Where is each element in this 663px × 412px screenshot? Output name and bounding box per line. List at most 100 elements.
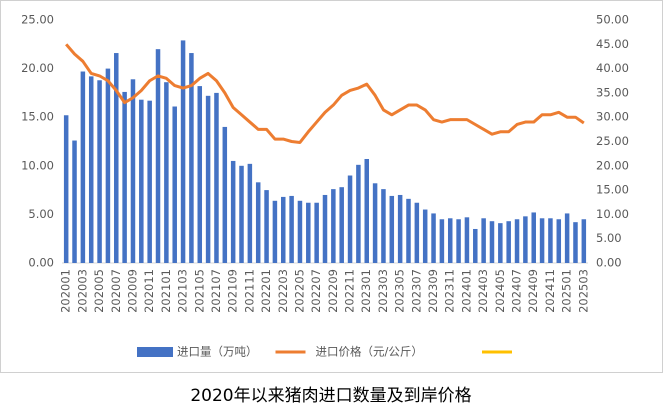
x-tick-label: 202201 — [259, 269, 273, 313]
x-tick-label: 202503 — [576, 269, 590, 313]
bar — [139, 99, 144, 263]
bar — [255, 182, 261, 263]
bar — [88, 76, 94, 263]
bar — [531, 212, 536, 263]
x-tick-label: 202305 — [393, 269, 407, 313]
bar — [548, 218, 553, 263]
y-tick-label: 20.00 — [21, 61, 54, 75]
legend-label: 进口价格（元/公斤） — [316, 345, 423, 359]
bar — [314, 202, 319, 263]
bar — [414, 202, 420, 263]
y2-tick-label: 45.00 — [596, 37, 629, 51]
bar — [322, 194, 328, 263]
bar — [339, 187, 344, 263]
bar — [431, 213, 436, 263]
bar — [239, 165, 244, 263]
x-tick-label: 202103 — [176, 269, 190, 313]
bar — [230, 160, 236, 263]
bar — [214, 92, 219, 264]
bar — [155, 49, 161, 263]
bar — [272, 200, 278, 263]
bar — [372, 183, 378, 263]
x-tick-label: 202411 — [543, 269, 557, 313]
y-tick-label: 5.00 — [28, 207, 54, 221]
x-tick-label: 202009 — [125, 269, 139, 313]
bar — [289, 195, 294, 263]
bar — [573, 222, 578, 263]
y2-tick-label: 30.00 — [596, 110, 629, 124]
bar — [306, 202, 311, 263]
bar — [122, 91, 127, 263]
bar — [247, 163, 253, 263]
bar — [347, 175, 353, 263]
x-tick-label: 202203 — [276, 269, 290, 313]
bar — [189, 53, 194, 263]
x-tick-label: 202409 — [526, 269, 540, 313]
bar — [447, 218, 453, 263]
bar — [356, 164, 361, 263]
x-tick-label: 202101 — [159, 269, 173, 313]
y2-tick-label: 5.00 — [596, 231, 622, 245]
x-tick-label: 202005 — [92, 269, 106, 313]
x-tick-label: 202403 — [476, 269, 490, 313]
bar — [539, 218, 545, 263]
bar — [364, 158, 370, 263]
y2-tick-label: 40.00 — [596, 61, 629, 75]
bar — [280, 196, 286, 263]
x-tick-label: 202501 — [560, 269, 574, 313]
bar — [464, 217, 470, 263]
x-tick-label: 202309 — [426, 269, 440, 313]
x-tick-label: 202303 — [376, 269, 390, 313]
y2-tick-label: 25.00 — [596, 134, 629, 148]
x-tick-label: 202207 — [309, 269, 323, 313]
x-tick-label: 202205 — [292, 269, 306, 313]
x-tick-label: 202209 — [326, 269, 340, 313]
bar — [63, 115, 69, 263]
y2-tick-label: 20.00 — [596, 158, 629, 172]
bar — [422, 209, 428, 263]
x-tick-label: 202405 — [493, 269, 507, 313]
chart-title: 2020年以来猪肉进口数量及到岸价格 — [190, 386, 471, 406]
bar — [514, 219, 520, 263]
bar — [381, 189, 386, 263]
bar — [205, 95, 211, 263]
bar — [172, 106, 177, 264]
y2-tick-label: 35.00 — [596, 85, 629, 99]
y2-tick-label: 10.00 — [596, 207, 629, 221]
bar — [72, 140, 77, 263]
x-tick-label: 202301 — [359, 269, 373, 313]
bar — [556, 219, 562, 263]
bar — [80, 71, 86, 264]
legend-label: 进口量（万吨） — [177, 345, 258, 359]
bar — [473, 228, 478, 263]
x-tick-label: 202007 — [109, 269, 123, 313]
legend-swatch — [137, 347, 173, 357]
x-tick-label: 202401 — [459, 269, 473, 313]
x-tick-label: 202311 — [443, 269, 457, 313]
bar — [489, 221, 495, 263]
bar — [456, 219, 461, 263]
bar — [331, 189, 336, 263]
y2-tick-label: 15.00 — [596, 183, 629, 197]
bar — [130, 79, 136, 264]
y-tick-label: 0.00 — [28, 256, 54, 270]
x-tick-label: 202001 — [59, 269, 73, 313]
y2-tick-label: 50.00 — [596, 13, 629, 27]
bar — [439, 219, 445, 263]
x-tick-label: 202003 — [75, 269, 89, 313]
x-tick-label: 202109 — [226, 269, 240, 313]
bar — [114, 53, 119, 263]
x-tick-label: 202107 — [209, 269, 223, 313]
y-tick-label: 10.00 — [21, 158, 54, 172]
y2-tick-label: 0.00 — [596, 256, 622, 270]
bar — [264, 190, 269, 263]
bar — [397, 194, 403, 263]
bar — [581, 219, 587, 263]
bar — [147, 100, 152, 264]
bar — [506, 221, 511, 263]
bar — [297, 200, 303, 263]
bar — [406, 198, 411, 263]
bar — [197, 86, 203, 263]
y-tick-label: 15.00 — [21, 110, 54, 124]
